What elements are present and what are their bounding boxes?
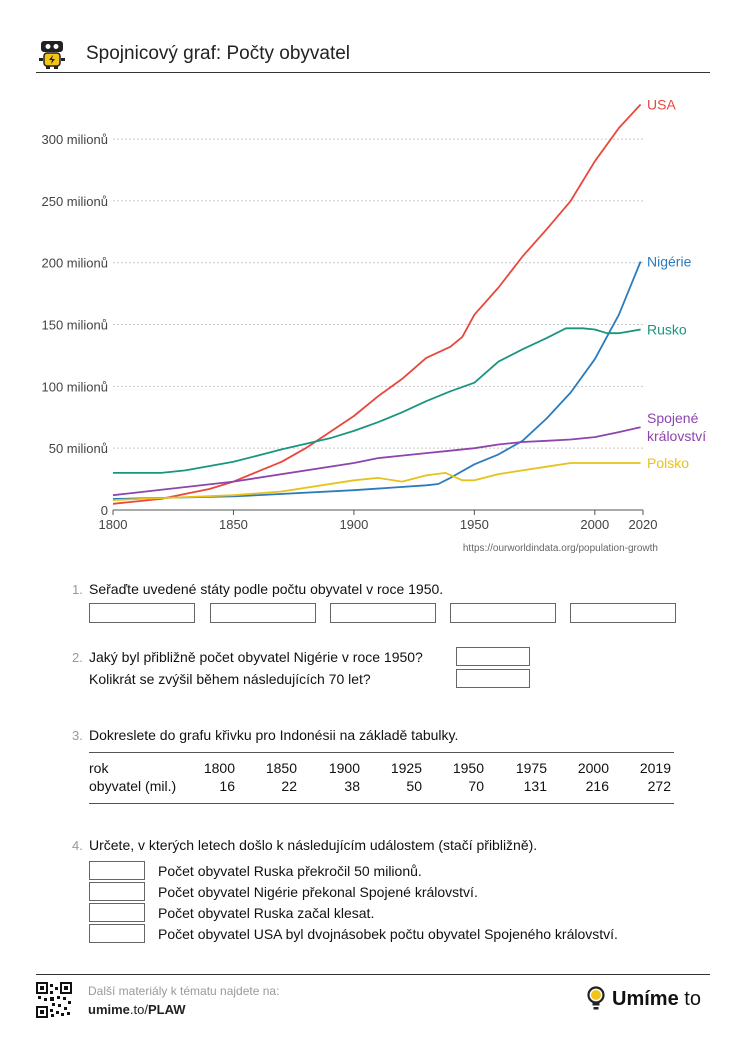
series-label: Spojené [647, 410, 699, 426]
source-note: https://ourworldindata.org/population-gr… [463, 543, 658, 554]
q1-answer-box-2[interactable] [210, 603, 316, 623]
series-label: USA [647, 96, 676, 112]
x-tick-label: 1850 [219, 517, 248, 532]
y-tick-label: 200 milionů [42, 256, 109, 271]
table-year: 1800 [203, 760, 235, 776]
q1-answer-box-3[interactable] [330, 603, 436, 623]
table-value: 70 [468, 778, 484, 794]
table-label-population: obyvatel (mil.) [89, 778, 177, 794]
table-year: 2000 [577, 760, 609, 776]
table-year: 1850 [265, 760, 297, 776]
table-row-years: rok 1800 1850 1900 1925 1950 1975 2000 2… [89, 760, 674, 778]
table-value: 272 [647, 778, 671, 794]
footer-link[interactable]: umime.to/PLAW [88, 1002, 186, 1017]
brand-suffix: to [678, 988, 701, 1010]
table-bottom-rule [89, 803, 674, 804]
brand-logo: Umíme to [587, 986, 701, 1011]
q2-line2: Kolikrát se zvýšil během následujících 7… [89, 671, 371, 687]
q4-answer-box-2[interactable] [89, 882, 145, 901]
q1-text: Seřaďte uvedené státy podle počtu obyvat… [89, 581, 444, 597]
y-tick-label: 250 milionů [42, 194, 109, 209]
q4-text: Určete, v kterých letech došlo k následu… [89, 837, 538, 853]
header: Spojnicový graf: Počty obyvatel [36, 38, 710, 73]
table-year: 1925 [390, 760, 422, 776]
q2-answer-box-1[interactable] [456, 647, 530, 666]
series [112, 103, 642, 505]
x-tick-label: 2020 [629, 517, 658, 532]
q2-line1: Jaký byl přibližně počet obyvatel Nigéri… [89, 649, 423, 665]
series-line-Nigérie [112, 261, 642, 500]
robot-logo-icon [39, 41, 65, 69]
q4-answer-box-1[interactable] [89, 861, 145, 880]
y-tick-label: 300 milionů [42, 132, 109, 147]
table-year: 1900 [328, 760, 360, 776]
table-year: 2019 [639, 760, 671, 776]
x-tick-label: 1950 [460, 517, 489, 532]
lightbulb-icon [587, 986, 605, 1010]
series-line-USA [112, 103, 642, 505]
series-labels: USA Nigérie Rusko Spojené království Polsko [647, 96, 706, 471]
y-tick-label: 0 [101, 503, 108, 518]
q4-item-4: Počet obyvatel USA byl dvojnásobek počtu… [158, 926, 618, 942]
q1-answer-box-1[interactable] [89, 603, 195, 623]
table-value: 16 [219, 778, 235, 794]
series-label: Polsko [647, 455, 689, 471]
footer-link-part2: .to/ [129, 1002, 148, 1017]
grid [113, 138, 643, 449]
series-line-Polsko [112, 462, 641, 501]
qr-code-icon [36, 982, 72, 1018]
table-year: 1950 [452, 760, 484, 776]
series-label: Nigérie [647, 253, 692, 269]
table-row-population: obyvatel (mil.) 16 22 38 50 70 131 216 2… [89, 778, 674, 796]
population-line-chart: 0 50 milionů 100 milionů 150 milionů 200 mil… [42, 96, 707, 554]
q2-number: 2. [72, 650, 83, 665]
table-value: 38 [344, 778, 360, 794]
series-label: království [647, 428, 706, 444]
q3-number: 3. [72, 728, 83, 743]
series-line-Spojené království [112, 426, 641, 497]
indonesia-table: rok 1800 1850 1900 1925 1950 1975 2000 2… [89, 752, 674, 804]
footer-link-part1: umime [88, 1002, 130, 1017]
q4-answer-box-4[interactable] [89, 924, 145, 943]
x-tick-label: 2000 [580, 517, 609, 532]
footer-link-part3: PLAW [147, 1002, 186, 1017]
q4-item-2: Počet obyvatel Nigérie překonal Spojené … [158, 884, 478, 900]
q1-answer-box-5[interactable] [570, 603, 676, 623]
footer-divider [36, 974, 710, 975]
page-title: Spojnicový graf: Počty obyvatel [86, 43, 351, 64]
q4-number: 4. [72, 838, 83, 853]
footer-note: Další materiály k tématu najdete na: [88, 984, 280, 998]
table-value: 216 [585, 778, 609, 794]
x-tick-label: 1800 [99, 517, 128, 532]
series-line-Rusko [113, 327, 641, 474]
q4-item-1: Počet obyvatel Ruska překročil 50 milion… [158, 863, 422, 879]
q1-answer-box-4[interactable] [450, 603, 556, 623]
brand-name: Umíme [612, 988, 679, 1010]
x-tick-label: 1900 [339, 517, 368, 532]
axes: 0 50 milionů 100 milionů 150 milionů 200 mil… [42, 132, 658, 532]
table-year: 1975 [515, 760, 547, 776]
q2-answer-box-2[interactable] [456, 669, 530, 688]
q4-answer-box-3[interactable] [89, 903, 145, 922]
table-value: 22 [281, 778, 297, 794]
table-label-year: rok [89, 760, 109, 776]
table-value: 131 [523, 778, 547, 794]
q3-text: Dokreslete do grafu křivku pro Indonésii… [89, 727, 459, 743]
q4-item-3: Počet obyvatel Ruska začal klesat. [158, 905, 375, 921]
y-tick-label: 50 milionů [49, 441, 108, 456]
table-value: 50 [406, 778, 422, 794]
series-label: Rusko [647, 321, 687, 337]
y-tick-label: 100 milionů [42, 379, 109, 394]
y-tick-label: 150 milionů [42, 318, 109, 333]
q1-number: 1. [72, 582, 83, 597]
